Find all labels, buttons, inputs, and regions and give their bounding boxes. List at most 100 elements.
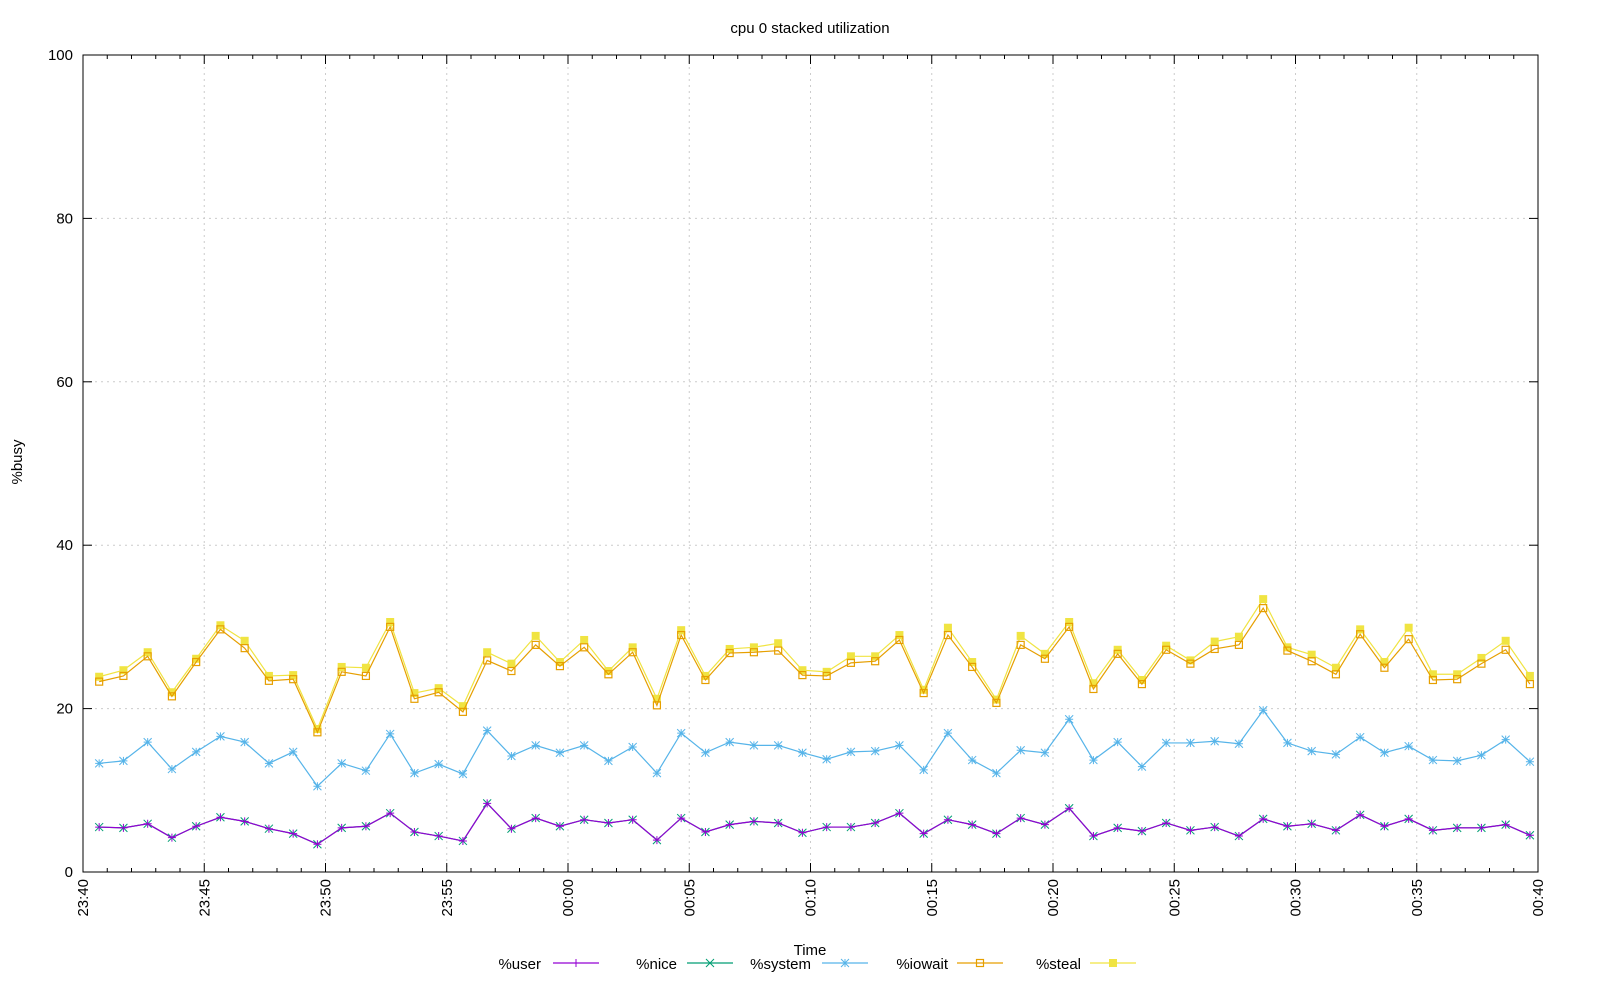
open-square-marker <box>628 648 637 657</box>
star-marker <box>1137 762 1147 771</box>
plus-marker <box>410 827 419 836</box>
star-marker <box>167 764 177 774</box>
open-square-marker <box>1331 670 1341 679</box>
plus-marker <box>1186 826 1195 835</box>
open-square-marker <box>580 643 589 652</box>
series-user <box>95 799 1534 849</box>
plus-marker <box>434 832 443 841</box>
legend-label: %system <box>750 956 811 973</box>
star-marker <box>531 741 541 750</box>
plus-marker <box>846 823 855 832</box>
x-tick-label: 23:45 <box>196 879 213 917</box>
open-square-marker <box>895 635 904 645</box>
star-marker <box>943 728 953 738</box>
plus-marker <box>822 823 831 832</box>
filled-square-marker <box>1404 623 1413 632</box>
plus-marker <box>1234 832 1243 841</box>
plus-marker <box>1477 823 1486 832</box>
filled-square-marker <box>652 694 661 703</box>
x-tick-label: 23:55 <box>439 879 456 917</box>
open-square-marker <box>604 670 613 679</box>
open-square-marker <box>919 688 928 698</box>
plus-marker <box>1525 831 1534 840</box>
star-marker <box>846 747 856 757</box>
plus-marker <box>725 820 734 829</box>
star-marker <box>191 747 201 757</box>
plus-marker <box>337 823 346 832</box>
plus-marker <box>1331 826 1340 835</box>
star-marker <box>992 768 1001 778</box>
open-square-marker <box>1525 679 1535 689</box>
filled-square-marker <box>1428 670 1437 679</box>
legend-label: %nice <box>636 956 677 973</box>
open-square-marker <box>313 728 322 737</box>
open-square-marker <box>337 667 346 676</box>
open-square-marker <box>1113 649 1122 658</box>
open-square-marker <box>1162 645 1171 654</box>
x-axis-label: Time <box>794 942 827 959</box>
star-marker <box>240 737 250 747</box>
open-square-marker <box>192 657 201 667</box>
plus-marker <box>1307 819 1316 828</box>
filled-square-marker <box>386 617 395 626</box>
filled-square-marker <box>943 623 952 632</box>
series-line <box>99 606 1531 734</box>
star-marker <box>313 781 322 791</box>
plus-marker <box>313 840 322 849</box>
legend-item-iowait: %iowait <box>896 956 1003 973</box>
open-square-marker <box>1137 679 1147 689</box>
open-square-marker <box>555 662 565 671</box>
open-square-marker <box>1089 684 1098 694</box>
legend: %user %nice %system %iowait %steal <box>498 956 1136 973</box>
filled-square-marker <box>1307 650 1316 659</box>
filled-square-marker <box>458 702 467 711</box>
star-marker <box>1525 757 1535 767</box>
open-square-marker <box>1040 654 1050 663</box>
star-marker <box>628 742 638 752</box>
open-square-marker <box>216 625 225 634</box>
plus-marker <box>943 815 952 824</box>
filled-square-marker <box>1525 671 1534 680</box>
x-tick-label: 00:10 <box>803 879 820 917</box>
open-square-marker <box>975 958 985 968</box>
star-marker <box>1307 746 1317 756</box>
star-marker <box>264 758 274 768</box>
open-square-marker <box>1356 630 1365 639</box>
star-marker <box>1040 748 1050 758</box>
open-square-marker <box>822 671 831 681</box>
open-square-marker <box>95 677 104 686</box>
plus-marker <box>507 824 516 833</box>
star-marker <box>1186 738 1195 748</box>
star-marker <box>1355 732 1365 742</box>
star-marker <box>94 758 104 768</box>
y-tick-label: 20 <box>56 701 73 718</box>
plus-marker <box>1040 820 1049 829</box>
plus-marker <box>1356 810 1365 819</box>
open-square-marker <box>507 666 516 676</box>
open-square-marker <box>143 652 152 661</box>
plus-marker <box>749 817 758 826</box>
filled-square-marker <box>531 631 540 640</box>
plus-marker <box>240 817 249 826</box>
plus-marker <box>167 833 176 842</box>
plus-marker <box>1137 827 1146 836</box>
plus-marker <box>701 827 710 836</box>
x-tick-label: 00:15 <box>924 879 941 917</box>
star-marker <box>143 737 153 747</box>
plus-marker <box>1259 814 1268 823</box>
plus-marker <box>264 824 273 833</box>
plus-marker <box>119 823 128 832</box>
plus-marker <box>95 823 104 832</box>
y-tick-label: 40 <box>56 537 73 554</box>
plus-marker <box>289 829 298 838</box>
open-square-marker <box>725 648 734 658</box>
plus-marker <box>677 814 686 823</box>
star-marker <box>555 748 565 758</box>
filled-square-marker <box>240 636 249 645</box>
plus-marker <box>555 822 564 831</box>
plus-marker <box>1016 814 1025 823</box>
grid <box>83 55 1538 872</box>
open-square-marker <box>992 698 1001 707</box>
open-square-marker <box>1283 646 1292 655</box>
